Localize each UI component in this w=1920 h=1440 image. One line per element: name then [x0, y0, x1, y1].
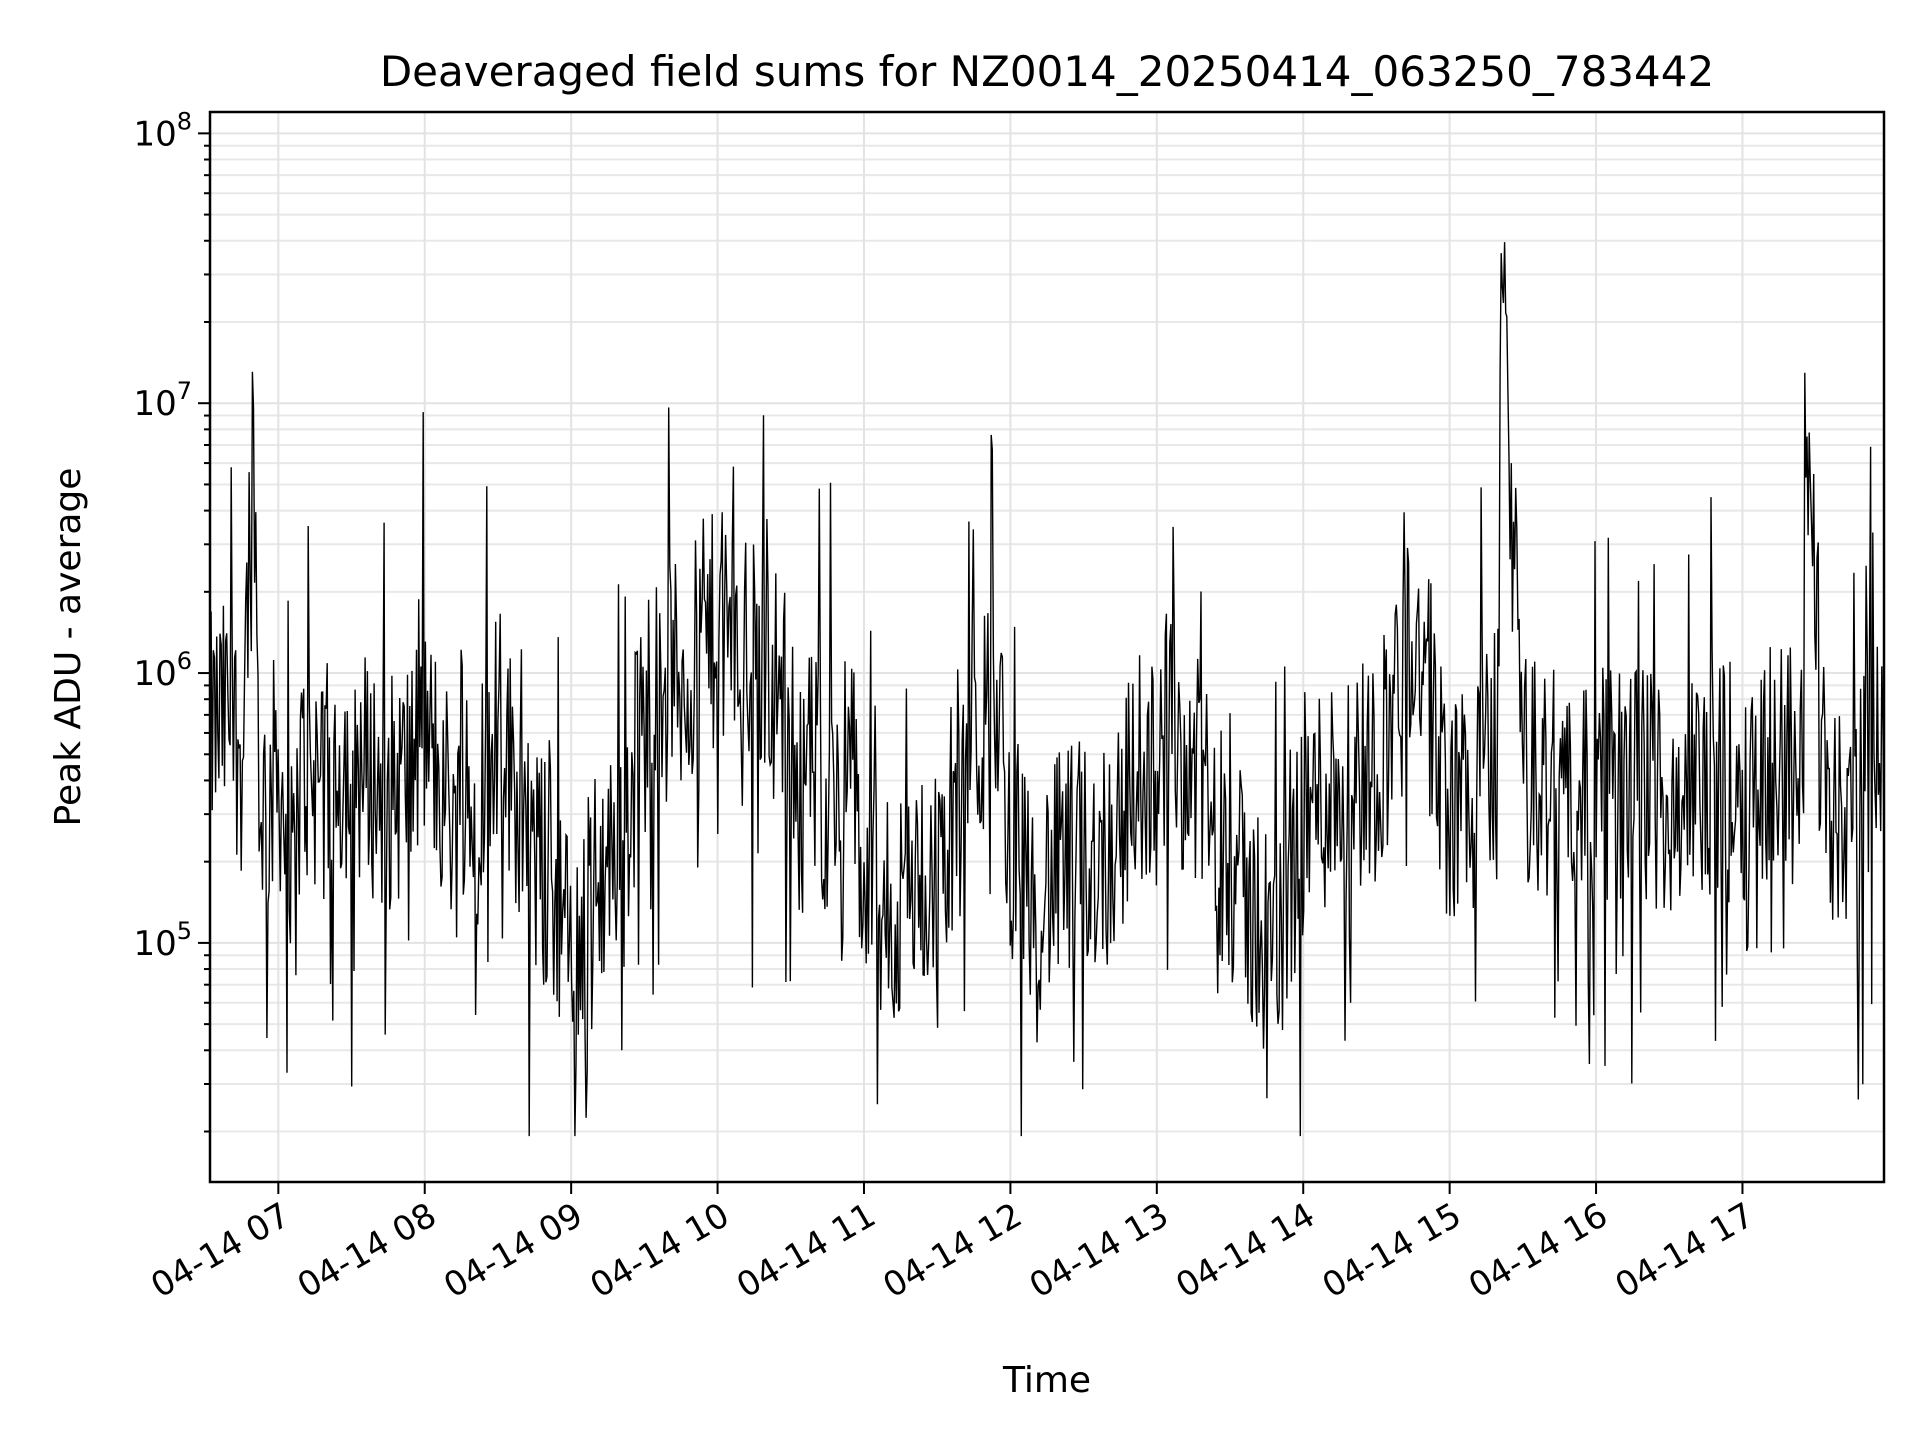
x-tick-label: 04-14 10 [584, 1195, 736, 1306]
series-line [209, 242, 1885, 1137]
y-tick-label: 105 [133, 917, 192, 964]
y-tick-label: 107 [133, 377, 192, 424]
chart-title: Deaveraged field sums for NZ0014_2025041… [380, 47, 1714, 96]
x-tick-label: 04-14 16 [1462, 1195, 1614, 1306]
x-tick-label: 04-14 14 [1169, 1195, 1321, 1306]
x-tick-label: 04-14 07 [144, 1195, 296, 1306]
plot-frame [208, 110, 1886, 1184]
x-tick-label: 04-14 09 [437, 1195, 589, 1306]
grid [210, 112, 1884, 1182]
x-tick-label: 04-14 15 [1316, 1195, 1468, 1306]
y-axis-label: Peak ADU - average [48, 468, 89, 827]
x-tick-label: 04-14 08 [291, 1195, 443, 1306]
x-tick-label: 04-14 12 [877, 1195, 1029, 1306]
y-tick-label: 108 [133, 107, 192, 154]
x-axis-label: Time [1002, 1360, 1091, 1401]
x-tick-label: 04-14 17 [1609, 1195, 1761, 1306]
x-tick-label: 04-14 11 [730, 1195, 882, 1306]
x-tick-label: 04-14 13 [1023, 1195, 1175, 1306]
y-tick-label: 106 [133, 647, 192, 694]
